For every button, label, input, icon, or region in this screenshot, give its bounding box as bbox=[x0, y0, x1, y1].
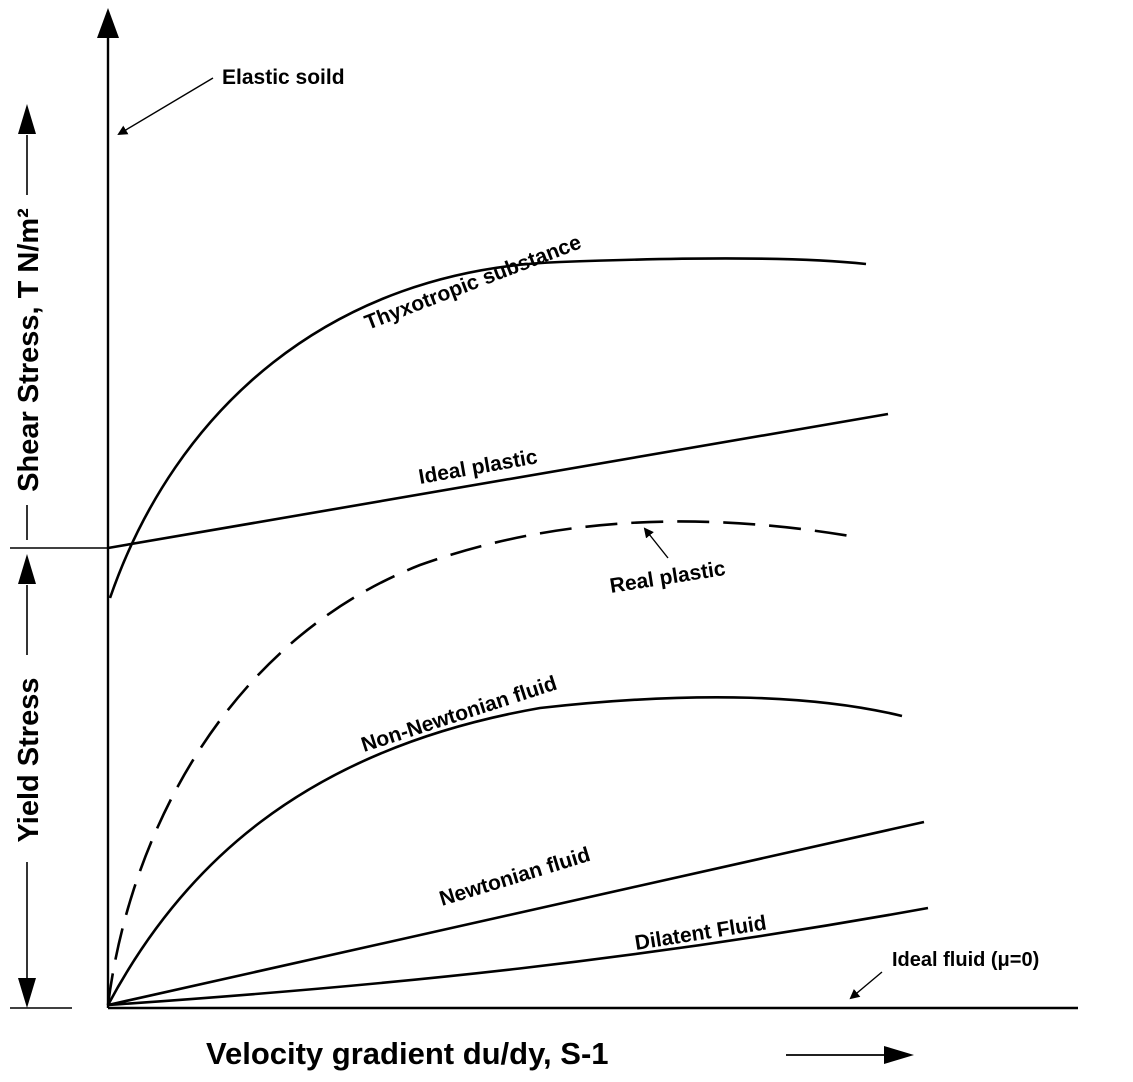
dilatent-curve bbox=[107, 906, 929, 1007]
x-direction-arrowhead bbox=[884, 1046, 914, 1064]
elastic-solid-pointer bbox=[117, 77, 214, 136]
shear-upper-arrowhead bbox=[18, 104, 36, 134]
stress-indicators bbox=[10, 104, 108, 1009]
y-axis-label-lower: Yield Stress bbox=[13, 678, 45, 843]
ideal-fluid-pointer bbox=[849, 971, 883, 1000]
y-axis-arrowhead bbox=[97, 8, 119, 38]
real-plastic-pointer bbox=[643, 527, 669, 559]
real-plastic-curve bbox=[106, 520, 851, 1006]
ideal-plastic-label: Ideal plastic bbox=[417, 445, 540, 489]
yield-lower-arrowhead bbox=[18, 978, 36, 1008]
yield-upper-arrowhead bbox=[18, 554, 36, 584]
x-axis-label: Velocity gradient du/dy, S-1 bbox=[206, 1036, 609, 1071]
newtonian-curve bbox=[107, 820, 925, 1007]
y-axis-label-upper: Shear Stress, T N/m² bbox=[13, 208, 45, 492]
axes bbox=[97, 8, 1078, 1010]
ideal-plastic-curve bbox=[107, 412, 889, 550]
elastic-solid-label: Elastic soild bbox=[222, 66, 345, 89]
ideal-fluid-label: Ideal fluid (μ=0) bbox=[892, 949, 1039, 971]
non-newtonian-curve bbox=[106, 695, 903, 1006]
real-plastic-label: Real plastic bbox=[608, 557, 727, 598]
dilatent-label: Dilatent Fluid bbox=[633, 911, 768, 955]
thyxotropic-label: Thyxotropic substance bbox=[362, 231, 585, 335]
thyxotropic-curve bbox=[108, 257, 867, 599]
non-newtonian-label: Non-Newtonian fluid bbox=[358, 672, 559, 757]
